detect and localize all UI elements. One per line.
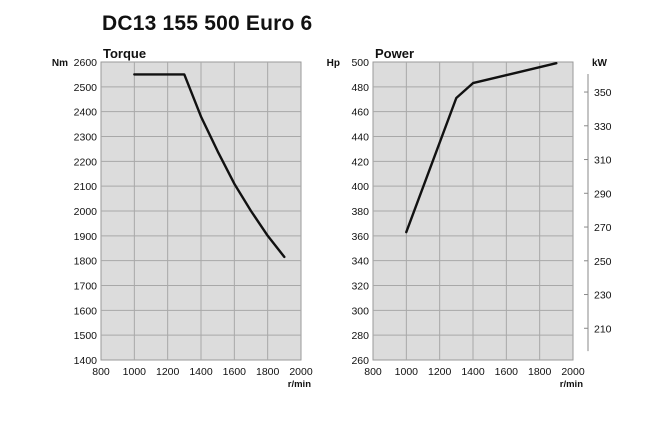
- chart2-y2-tick-label: 330: [594, 121, 612, 133]
- chart1-y-tick-label: 2000: [74, 206, 98, 218]
- chart2-y-tick-label: 360: [351, 231, 369, 243]
- chart1-y-tick-label: 1500: [74, 330, 98, 342]
- chart2-series-line: [405, 62, 558, 234]
- page-title: DC13 155 500 Euro 6: [102, 12, 313, 35]
- chart2-y-tick-label: 460: [351, 107, 369, 119]
- chart1-y-tick-label: 1900: [74, 231, 98, 243]
- chart2-y2-tick-label: 210: [594, 323, 612, 335]
- chart2-y2-tick-label: 310: [594, 155, 612, 167]
- chart2-y2-tick-label: 290: [594, 188, 612, 200]
- chart2-y-tick-label: 260: [351, 355, 369, 367]
- chart1-y-tick-label: 2300: [74, 132, 98, 144]
- chart2-y-axis-label: Hp: [327, 58, 340, 69]
- chart2-x-tick-label: 1600: [495, 366, 519, 378]
- chart1-x-tick-label: 1600: [223, 366, 247, 378]
- chart2-y-tick-label: 440: [351, 132, 369, 144]
- chart1-x-tick-label: 800: [92, 366, 110, 378]
- chart2-y2-tick-label: 230: [594, 290, 612, 302]
- chart2-y-tick-label: 420: [351, 156, 369, 168]
- chart1-y-tick-label: 1400: [74, 355, 98, 367]
- chart2-x-axis-label: r/min: [560, 379, 583, 390]
- chart2-x-tick-label: 800: [364, 366, 382, 378]
- chart2-y-tick-label: 400: [351, 181, 369, 193]
- chart1-y-tick-label: 1700: [74, 281, 98, 293]
- chart1-y-tick-label: 2200: [74, 156, 98, 168]
- chart2-y-tick-label: 280: [351, 330, 369, 342]
- chart1-x-tick-label: 1200: [156, 366, 180, 378]
- chart2-y-tick-label: 380: [351, 206, 369, 218]
- chart1-y-tick-label: 2400: [74, 107, 98, 119]
- chart2-y-tick-label: 340: [351, 256, 369, 268]
- chart1-y-tick-label: 2600: [74, 57, 98, 69]
- chart2-y2-tick-label: 250: [594, 256, 612, 268]
- chart2-y2-axis-label: kW: [592, 58, 608, 69]
- chart1-x-tick-label: 2000: [289, 366, 313, 378]
- chart1-title: Torque: [103, 46, 146, 61]
- chart2-y2-tick-label: 350: [594, 87, 612, 99]
- chart2-y-tick-label: 500: [351, 57, 369, 69]
- chart2-y-tick-label: 300: [351, 305, 369, 317]
- chart1-x-tick-label: 1400: [189, 366, 213, 378]
- chart2-y-tick-label: 480: [351, 82, 369, 94]
- chart2-title: Power: [375, 46, 414, 61]
- chart1-y-tick-label: 2100: [74, 181, 98, 193]
- chart1-x-axis-label: r/min: [288, 379, 311, 390]
- chart2-x-tick-label: 2000: [561, 366, 585, 378]
- chart1-y-tick-label: 2500: [74, 82, 98, 94]
- chart1-y-axis-label: Nm: [52, 58, 68, 69]
- chart2-y2-tick-label: 270: [594, 222, 612, 234]
- chart1-x-tick-label: 1000: [123, 366, 147, 378]
- chart2-x-tick-label: 1800: [528, 366, 552, 378]
- chart1-x-tick-label: 1800: [256, 366, 280, 378]
- chart2-x-tick-label: 1200: [428, 366, 452, 378]
- chart1-series-line: [133, 73, 286, 259]
- chart1-y-tick-label: 1800: [74, 256, 98, 268]
- chart2-y-tick-label: 320: [351, 281, 369, 293]
- chart2-x-tick-label: 1400: [461, 366, 485, 378]
- chart1-y-tick-label: 1600: [74, 305, 98, 317]
- chart2-x-tick-label: 1000: [395, 366, 419, 378]
